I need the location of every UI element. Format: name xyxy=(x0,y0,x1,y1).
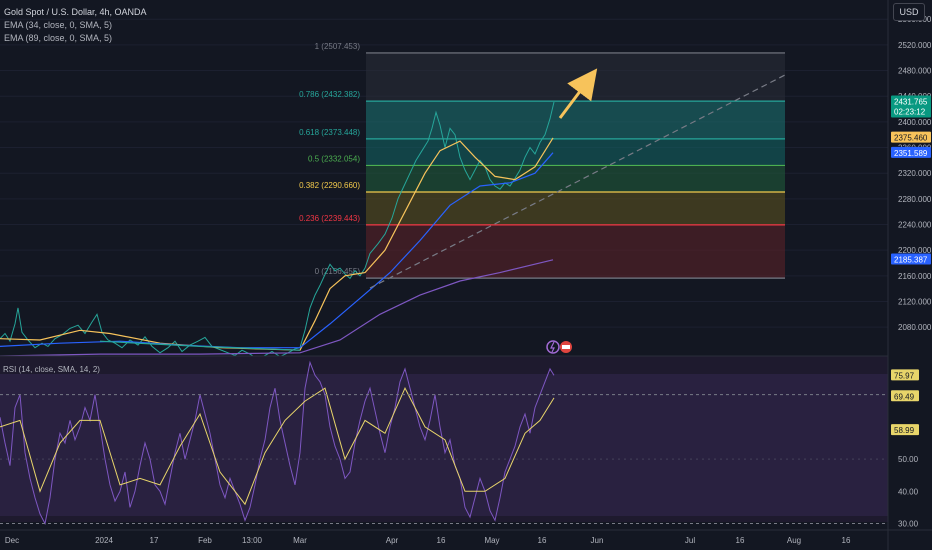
trend-line[interactable] xyxy=(369,74,786,289)
symbol-title[interactable]: Gold Spot / U.S. Dollar, 4h, OANDA xyxy=(4,7,147,17)
lightning-glyph xyxy=(550,341,555,353)
rsi-series-1 xyxy=(0,387,555,506)
time-tick-14: 16 xyxy=(842,536,851,545)
rsi-tick-1: 50.00 xyxy=(898,455,919,464)
price-badge-bg-0 xyxy=(891,95,931,118)
time-tick-8: May xyxy=(484,536,499,545)
price-badge-3: 2185.387 xyxy=(894,256,928,265)
time-tick-9: 16 xyxy=(538,536,547,545)
price-badge-2: 2351.589 xyxy=(894,149,928,158)
time-tick-4: 13:00 xyxy=(242,536,263,545)
ema-34-label[interactable]: EMA (34, close, 0, SMA, 5) xyxy=(4,20,113,30)
rsi-badge-bg-2 xyxy=(891,424,919,436)
target-arrow[interactable] xyxy=(558,68,598,119)
rsi-badge-bg-1 xyxy=(891,390,919,402)
fib-label-4: 0.382 (2290.660) xyxy=(299,181,360,190)
rsi-badge-bg-0 xyxy=(891,369,919,381)
price-badge-1: 2375.460 xyxy=(894,134,928,143)
price-series-3 xyxy=(0,259,554,357)
ema-89-label[interactable]: EMA (89, close, 0, SMA, 5) xyxy=(4,33,113,43)
time-tick-11: Jul xyxy=(685,536,695,545)
time-axis[interactable]: Dec 2024 17 Feb 13:00 Mar Apr 16 May 16 Jun Jul 16 Au… xyxy=(5,536,851,545)
currency-button[interactable]: USD xyxy=(893,3,925,21)
lightning-icon[interactable] xyxy=(546,340,560,354)
price-series-group xyxy=(0,101,555,360)
time-tick-1: 2024 xyxy=(95,536,113,545)
fib-zone-4 xyxy=(366,192,785,225)
price-badge-0: 2431.765 xyxy=(894,97,928,106)
price-tick-1: 2520.000 xyxy=(898,41,932,50)
rsi-legend[interactable]: RSI (14, close, SMA, 14, 2) xyxy=(3,365,100,374)
price-series-4 xyxy=(99,340,301,351)
fib-label-1: 0.786 (2432.382) xyxy=(299,90,360,99)
price-tick-8: 2240.000 xyxy=(898,221,932,230)
rsi-badge-0: 75.97 xyxy=(894,371,915,380)
fib-zone-3 xyxy=(366,165,785,193)
time-tick-5: Mar xyxy=(293,536,307,545)
time-tick-2: 17 xyxy=(150,536,159,545)
rsi-tick-2: 40.00 xyxy=(898,487,919,496)
price-tick-12: 2080.000 xyxy=(898,323,932,332)
fib-label-6: 0 (2156.455) xyxy=(315,267,361,276)
fib-zone-1 xyxy=(366,101,785,139)
fib-zone-0 xyxy=(366,52,785,102)
time-tick-0: Dec xyxy=(5,536,19,545)
price-badge-sub-0: 02:23:12 xyxy=(894,107,926,116)
price-badge-bg-2 xyxy=(891,146,931,158)
rsi-series-group xyxy=(0,360,555,526)
time-tick-6: Apr xyxy=(386,536,399,545)
price-tick-6: 2320.000 xyxy=(898,169,932,178)
fib-label-0: 1 (2507.453) xyxy=(315,42,361,51)
price-series-0 xyxy=(0,101,555,360)
price-tick-10: 2160.000 xyxy=(898,272,932,281)
time-tick-10: Jun xyxy=(591,536,604,545)
price-tick-2: 2480.000 xyxy=(898,67,932,76)
price-badge-bg-1 xyxy=(891,131,931,143)
rsi-levels xyxy=(0,394,888,525)
price-tick-11: 2120.000 xyxy=(898,297,932,306)
time-tick-12: 16 xyxy=(736,536,745,545)
rsi-tick-3: 30.00 xyxy=(898,520,919,529)
price-tick-4: 2400.000 xyxy=(898,118,932,127)
fibonacci-retracement[interactable]: 1 (2507.453) 0.786 (2432.382) 0.618 (2373.… xyxy=(299,42,785,279)
fib-label-5: 0.236 (2239.443) xyxy=(299,214,360,223)
price-tick-7: 2280.000 xyxy=(898,195,932,204)
time-tick-3: Feb xyxy=(198,536,212,545)
fib-zone-2 xyxy=(366,138,785,166)
rsi-series-0 xyxy=(0,360,555,526)
price-series-1 xyxy=(0,137,554,351)
rsi-badge-1: 69.49 xyxy=(894,392,915,401)
price-series-2 xyxy=(0,152,554,349)
time-tick-7: 16 xyxy=(437,536,446,545)
price-badge-bg-3 xyxy=(891,253,931,265)
fib-label-2: 0.618 (2373.448) xyxy=(299,128,360,137)
time-tick-13: Aug xyxy=(787,536,801,545)
price-tick-9: 2200.000 xyxy=(898,246,932,255)
chart-legend: Gold Spot / U.S. Dollar, 4h, OANDA EMA (… xyxy=(4,6,147,45)
rsi-badge-2: 58.99 xyxy=(894,426,915,435)
fib-label-3: 0.5 (2332.054) xyxy=(308,154,360,163)
event-icons[interactable] xyxy=(546,340,572,354)
fib-zone-5 xyxy=(366,224,785,279)
flag-event-glyph xyxy=(562,345,570,349)
